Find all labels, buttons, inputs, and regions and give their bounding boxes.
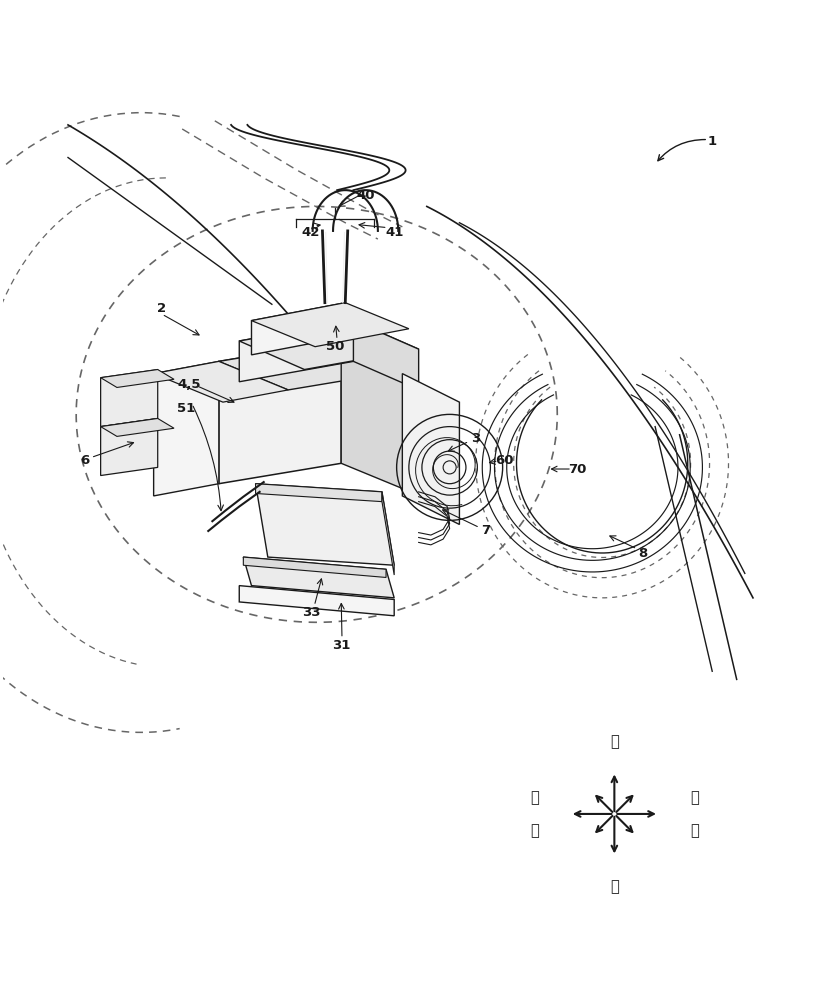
Polygon shape (255, 484, 394, 565)
Text: 3: 3 (471, 432, 480, 445)
Text: 70: 70 (568, 463, 587, 476)
Text: 1: 1 (708, 135, 717, 148)
Polygon shape (239, 321, 353, 382)
Polygon shape (154, 361, 288, 402)
Text: 后: 后 (690, 790, 699, 805)
Polygon shape (239, 321, 419, 370)
Text: 7: 7 (481, 524, 490, 537)
Text: 42: 42 (301, 226, 319, 239)
Text: 左: 左 (690, 823, 699, 838)
Text: 6: 6 (80, 454, 89, 467)
Text: 右: 右 (530, 790, 539, 805)
Polygon shape (101, 370, 174, 387)
Polygon shape (342, 341, 410, 492)
Polygon shape (219, 341, 342, 484)
Text: 2: 2 (158, 302, 167, 315)
Text: 51: 51 (177, 402, 195, 415)
Polygon shape (243, 557, 386, 577)
Text: 33: 33 (302, 606, 320, 619)
Polygon shape (101, 370, 158, 427)
Text: 60: 60 (495, 454, 513, 467)
Text: 4,5: 4,5 (177, 378, 200, 391)
Polygon shape (251, 303, 409, 347)
Text: 上: 上 (610, 734, 619, 749)
Text: 41: 41 (385, 226, 403, 239)
Text: 40: 40 (356, 189, 375, 202)
Polygon shape (353, 321, 419, 390)
Polygon shape (154, 361, 219, 496)
Polygon shape (219, 341, 410, 390)
Polygon shape (255, 484, 382, 502)
Text: 前: 前 (530, 823, 539, 838)
Polygon shape (382, 492, 394, 575)
Polygon shape (402, 374, 460, 524)
Text: 31: 31 (332, 639, 351, 652)
Polygon shape (239, 586, 394, 616)
Polygon shape (101, 418, 158, 476)
Polygon shape (251, 303, 346, 355)
Text: 8: 8 (638, 547, 648, 560)
Polygon shape (243, 557, 394, 598)
Polygon shape (101, 418, 174, 436)
Text: 下: 下 (610, 879, 619, 894)
Text: 50: 50 (326, 340, 345, 353)
